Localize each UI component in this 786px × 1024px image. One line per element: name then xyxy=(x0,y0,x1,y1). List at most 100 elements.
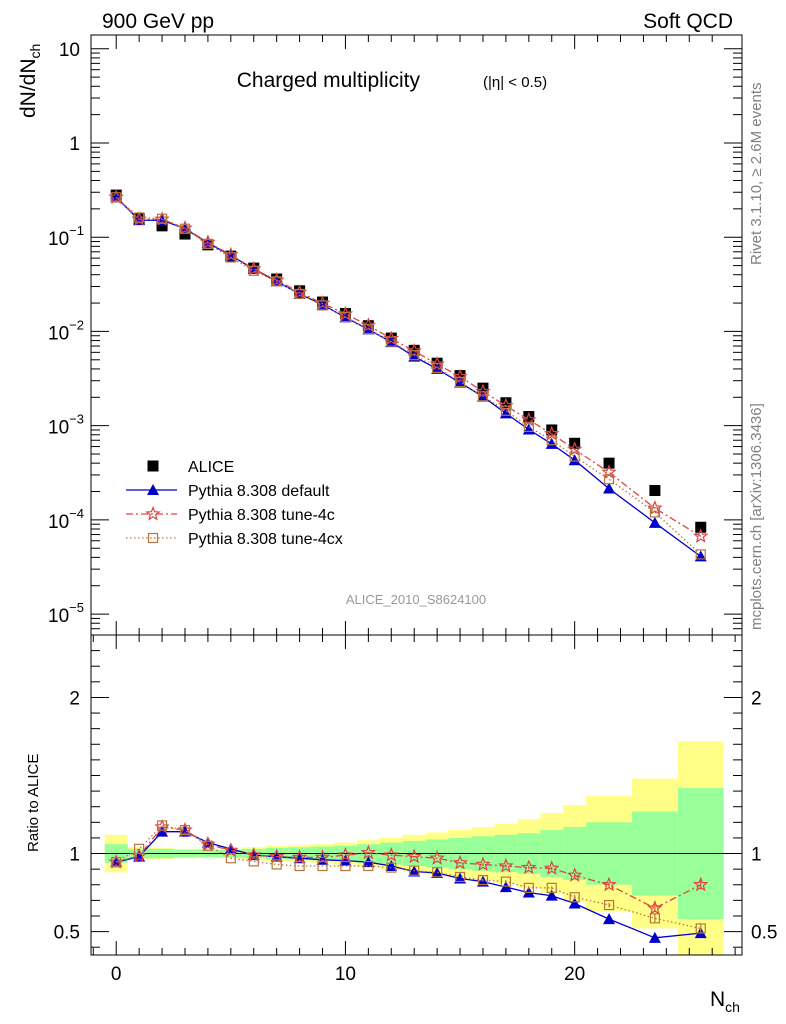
ratio-y-tick-label-left: 0.5 xyxy=(54,923,80,944)
ratio-y-label: Ratio to ALICE xyxy=(25,754,42,852)
data-point-marker xyxy=(603,457,615,469)
tune4cx-point-marker xyxy=(248,856,259,867)
main-y-label: dN/dNch xyxy=(17,44,43,118)
tune4cx-point-marker xyxy=(409,350,420,361)
data-point-marker xyxy=(695,521,707,533)
main-y-tick-label-exp: −4 xyxy=(69,506,84,521)
tune4c-point-marker xyxy=(475,856,491,872)
default-point-marker xyxy=(545,889,558,901)
default-point-marker xyxy=(603,482,616,494)
default-point-marker xyxy=(147,484,159,495)
data-point-marker xyxy=(147,460,159,472)
ratio-x-tick-label: 20 xyxy=(564,964,585,985)
ratio-frame xyxy=(90,634,743,956)
tune4c-point-marker xyxy=(452,368,468,384)
default-point-marker xyxy=(603,913,616,925)
tune4cx-point-marker xyxy=(695,549,706,560)
data-point-marker xyxy=(649,485,661,497)
default-point-marker xyxy=(408,350,421,362)
tune4c-point-marker xyxy=(429,355,445,371)
main-y-tick-label-exp: −3 xyxy=(69,412,84,427)
legend-entry-data: ALICE xyxy=(147,459,234,476)
x-axis-label-text: N xyxy=(710,988,725,1011)
tune4cx-point-marker xyxy=(649,507,660,518)
ratio-x-tick-label: 0 xyxy=(111,964,122,985)
tune4cx-point-marker xyxy=(500,876,511,887)
tune4cx-point-marker xyxy=(294,860,305,872)
tune4c-point-marker xyxy=(647,900,663,915)
ratio-bands xyxy=(104,741,724,955)
legend-entry-default: Pythia 8.308 default xyxy=(126,483,330,500)
legend-entry-tune4cx: Pythia 8.308 tune-4cx xyxy=(126,531,343,548)
ratio-plot-area xyxy=(108,818,709,943)
tune4cx-point-marker xyxy=(477,874,489,886)
tune4cx-point-marker xyxy=(546,435,557,446)
tune4c-point-marker xyxy=(601,876,617,892)
main-y-tick-label: 10−4 xyxy=(48,506,84,533)
tune4cx-point-marker xyxy=(134,212,145,223)
default-point-marker xyxy=(339,854,352,866)
tune4cx-point-marker xyxy=(225,252,236,263)
default-point-marker xyxy=(431,867,444,879)
tune4cx-point-marker xyxy=(603,474,615,485)
default-point-marker xyxy=(362,323,375,335)
tune4cx-point-marker xyxy=(386,336,397,347)
tune4cx-point-marker xyxy=(156,213,168,224)
legend-label: Pythia 8.308 tune-4c xyxy=(188,507,335,524)
tune4c-point-marker xyxy=(521,859,537,875)
tune4c-point-marker xyxy=(360,844,377,860)
main-y-tick-label: 1 xyxy=(69,134,80,155)
tune4c-point-marker xyxy=(498,397,514,413)
tune4c-point-marker xyxy=(291,849,308,865)
main-title-suffix: (|η| < 0.5) xyxy=(483,74,547,91)
main-y-tick-label: 10−2 xyxy=(48,317,84,344)
ratio-x-tick-label: 10 xyxy=(335,964,356,985)
watermark: ALICE_2010_S8624100 xyxy=(346,592,486,607)
tune4cx-point-marker xyxy=(500,405,511,416)
data-point-marker xyxy=(523,411,535,423)
main-y-tick-label-base: 10 xyxy=(48,606,69,627)
tune4cx-point-marker xyxy=(317,300,328,311)
tune4c-point-marker xyxy=(693,876,709,892)
tune4cx-point-marker xyxy=(432,867,443,878)
main-y-tick-label-exp: −2 xyxy=(69,317,84,332)
main-y-tick-label-exp: −1 xyxy=(69,223,84,238)
tune4cx-point-marker xyxy=(202,238,214,249)
series-default xyxy=(110,191,707,562)
tune4c-point-marker xyxy=(566,867,583,882)
tune4c-point-marker xyxy=(406,342,422,358)
data-point-marker xyxy=(477,382,489,394)
tune4c-point-marker xyxy=(544,860,560,875)
tune4cx-point-marker xyxy=(271,276,282,287)
tune4cx-point-marker xyxy=(569,451,580,462)
ratio-y-tick-label-right: 0.5 xyxy=(751,923,777,944)
main-plot-area xyxy=(108,189,709,562)
data-point-marker xyxy=(500,397,512,409)
tune4c-point-marker xyxy=(246,846,262,862)
main-y-label-text: dN/dN xyxy=(17,58,40,118)
data-point-marker xyxy=(179,228,191,240)
data-point-marker xyxy=(156,220,168,232)
tune4c-point-marker xyxy=(383,846,400,862)
legend-label: Pythia 8.308 tune-4cx xyxy=(188,531,343,548)
ratio-y-tick-label-right: 2 xyxy=(751,688,762,709)
data-point-marker xyxy=(546,424,558,436)
tune4cx-point-marker xyxy=(225,853,236,864)
ratio-series-tune4cx xyxy=(111,820,706,934)
tune4c-point-marker xyxy=(452,854,468,870)
tune4cx-line xyxy=(115,196,702,555)
ratio-y-tick-label-left: 2 xyxy=(69,688,80,709)
tune4cx-point-marker xyxy=(695,923,706,934)
default-point-marker xyxy=(568,897,581,909)
legend-label: ALICE xyxy=(188,459,234,476)
default-point-marker xyxy=(545,437,558,449)
tune4cx-point-marker xyxy=(454,871,466,883)
default-line xyxy=(115,196,702,557)
ratio-y-tick-label-right: 1 xyxy=(751,845,762,866)
ratio-axes: 0 10 20 2 2 1 1 0.5 0.5 xyxy=(54,634,777,985)
main-y-tick-label-base: 10 xyxy=(48,512,69,533)
header-left-label: 900 GeV pp xyxy=(102,10,214,33)
tune4cx-point-marker xyxy=(111,192,122,203)
